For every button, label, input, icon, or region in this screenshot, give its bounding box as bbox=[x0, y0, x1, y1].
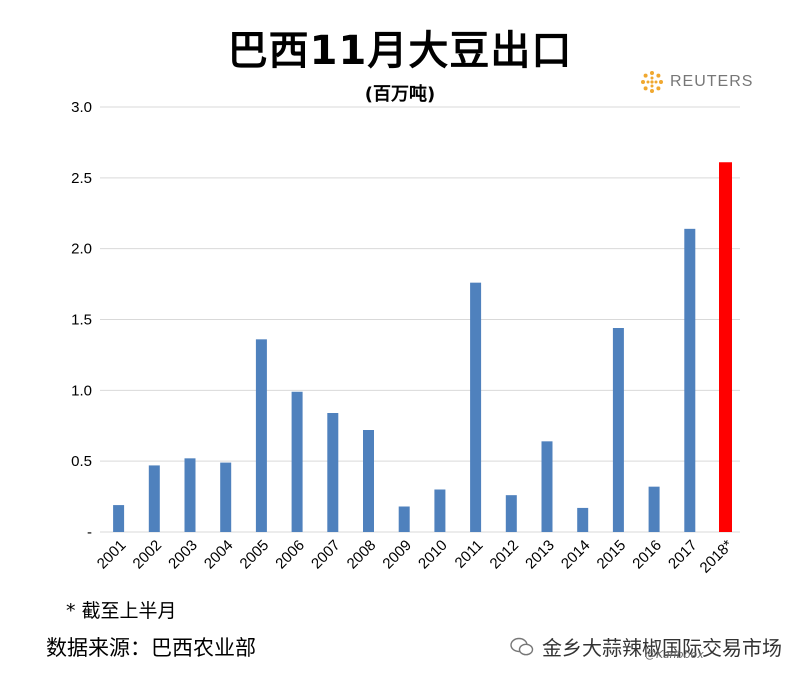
y-tick-label: 0.5 bbox=[71, 453, 92, 470]
bar-2002 bbox=[148, 465, 160, 532]
bar-2003 bbox=[184, 458, 196, 532]
bar-2017 bbox=[684, 228, 696, 533]
bar-2006 bbox=[291, 391, 303, 532]
bar-2011 bbox=[470, 282, 482, 532]
x-tick-label: 2011 bbox=[452, 537, 487, 572]
bar-2018 bbox=[719, 162, 732, 532]
grid-lines bbox=[100, 106, 740, 533]
y-tick-label: - bbox=[87, 524, 92, 541]
bar-2010 bbox=[434, 489, 446, 532]
bars bbox=[113, 162, 732, 533]
x-tick-label: 2017 bbox=[665, 537, 701, 573]
reuters-dots-icon bbox=[641, 71, 663, 93]
x-tick-label: 2012 bbox=[487, 537, 523, 573]
x-tick-label: 2007 bbox=[308, 537, 344, 573]
x-tick-label: 2003 bbox=[165, 537, 201, 573]
bar-2015 bbox=[612, 328, 624, 532]
x-tick-label: 2005 bbox=[237, 537, 273, 573]
x-tick-label: 2013 bbox=[522, 537, 558, 573]
y-tick-labels: - 0.5 1.0 1.5 2.0 2.5 3.0 bbox=[71, 99, 92, 541]
watermark-handle: @Kanbbox bbox=[645, 648, 704, 661]
x-tick-label: 2008 bbox=[344, 537, 380, 573]
x-tick-labels: 2001 2002 2003 2004 2005 2006 2007 2008 2009 2010… bbox=[94, 537, 737, 577]
chart-title: 巴西11月大豆出口 bbox=[227, 28, 573, 74]
bar-2009 bbox=[398, 506, 410, 532]
footnote: * 截至上半月 bbox=[66, 600, 177, 622]
x-tick-label: 2002 bbox=[130, 537, 166, 573]
y-tick-label: 3.0 bbox=[71, 99, 92, 116]
wechat-icon bbox=[510, 637, 534, 655]
x-tick-label: 2010 bbox=[415, 537, 451, 573]
bar-2005 bbox=[255, 339, 267, 532]
bar-2013 bbox=[541, 441, 553, 532]
x-tick-label: 2015 bbox=[594, 537, 630, 573]
x-tick-label: 2001 bbox=[94, 537, 130, 573]
x-tick-label: 2004 bbox=[201, 537, 237, 573]
bar-2008 bbox=[363, 430, 374, 532]
bar-2012 bbox=[505, 495, 517, 532]
x-tick-label: 2016 bbox=[629, 537, 665, 573]
reuters-logo: REUTERS bbox=[640, 70, 753, 94]
bar-2016 bbox=[648, 486, 660, 532]
data-source: 数据来源：巴西农业部 bbox=[46, 636, 256, 660]
x-tick-label: 2006 bbox=[272, 537, 308, 573]
y-tick-label: 1.0 bbox=[71, 382, 92, 399]
bar-2001 bbox=[113, 505, 125, 532]
y-tick-label: 2.0 bbox=[71, 241, 92, 258]
bar-2014 bbox=[577, 507, 589, 532]
bar-2004 bbox=[220, 462, 232, 532]
y-tick-label: 1.5 bbox=[71, 312, 92, 329]
bar-2007 bbox=[327, 413, 339, 532]
watermark: 金乡大蒜辣椒国际交易市场 bbox=[510, 632, 782, 661]
x-tick-label: 2009 bbox=[379, 537, 415, 573]
x-tick-label: 2018* bbox=[697, 537, 737, 577]
y-tick-label: 2.5 bbox=[71, 170, 92, 187]
reuters-wordmark: REUTERS bbox=[670, 73, 754, 90]
chart-subtitle: (百万吨) bbox=[364, 84, 436, 105]
watermark-text: 金乡大蒜辣椒国际交易市场 bbox=[542, 636, 782, 660]
x-tick-label: 2014 bbox=[558, 537, 594, 573]
